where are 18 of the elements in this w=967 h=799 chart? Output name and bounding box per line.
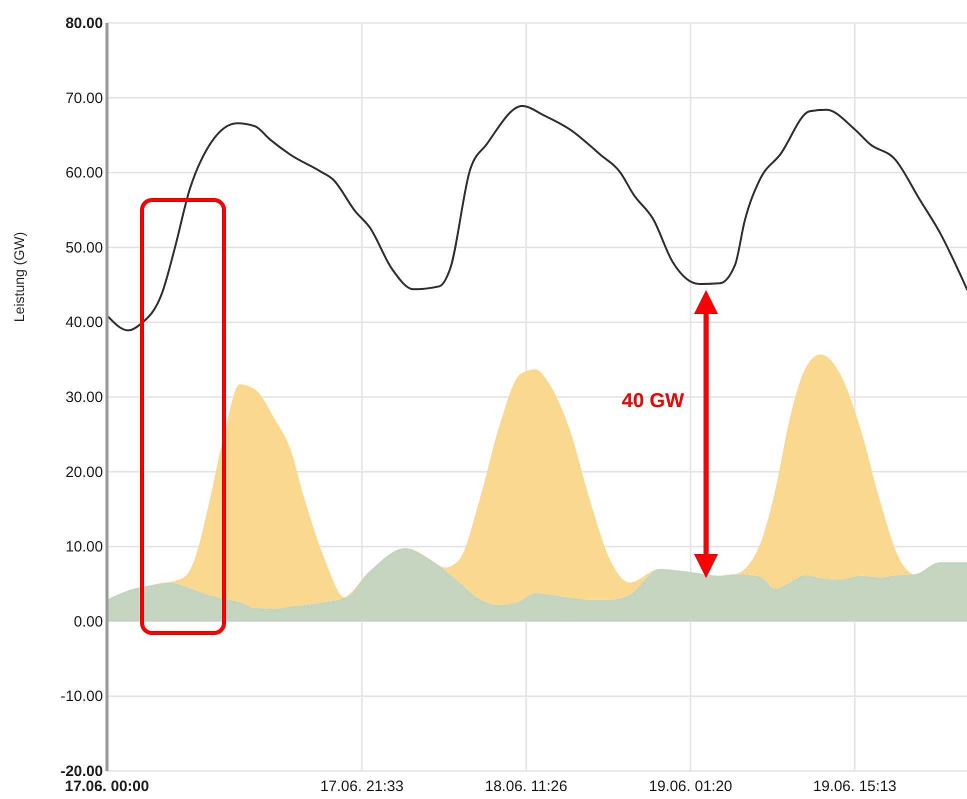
y-tick-label: 30.00 [65, 389, 103, 406]
annotation: 40 GW [622, 390, 684, 412]
x-tick-label: 17.06. 21:33 [320, 778, 404, 795]
x-tick-label: 19.06. 01:20 [648, 778, 732, 795]
y-tick-label: -10.00 [60, 688, 103, 706]
x-tick-label: 19.06. 15:13 [813, 778, 897, 795]
y-tick-label: -20.00 [60, 763, 103, 780]
y-axis-title: Leistung (GW) [11, 232, 27, 322]
y-tick-label: 60.00 [65, 164, 103, 182]
y-tick-label: 50.00 [65, 239, 103, 256]
y-tick-label: 20.00 [65, 464, 103, 481]
x-tick-label: 17.06. 00:00 [64, 778, 150, 795]
y-tick-label: 40.00 [65, 314, 103, 332]
y-tick-label: 0.00 [74, 613, 103, 630]
y-tick-label: 10.00 [65, 538, 103, 556]
x-tick-label: 18.06. 11:26 [485, 778, 568, 795]
y-tick-label: 70.00 [65, 90, 103, 107]
y-tick-label: 80.00 [65, 15, 103, 32]
